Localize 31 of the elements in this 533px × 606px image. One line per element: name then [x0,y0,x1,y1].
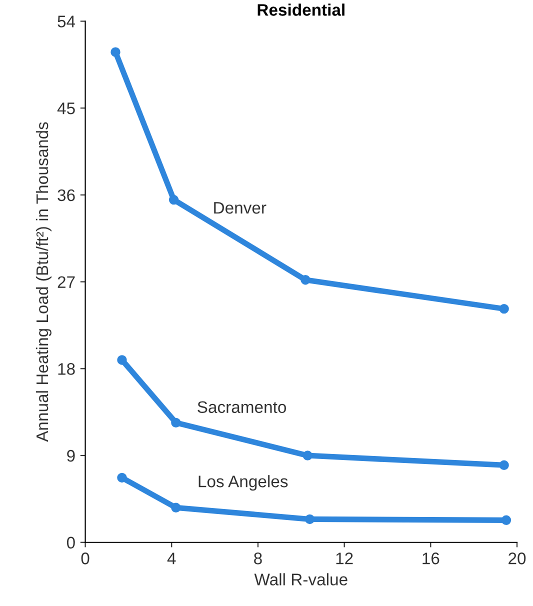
x-tick-label: 0 [81,552,90,564]
y-tick-label: 18 [58,363,75,375]
point [117,472,127,483]
x-tick-label: 12 [336,552,353,564]
point [304,514,315,524]
series-label: Los Angeles [198,475,288,491]
point [117,355,127,365]
series-label: Sacramento [198,401,286,414]
point [499,304,509,314]
y-tick-label: 54 [58,16,76,28]
y-tick-label: 36 [58,189,75,202]
y-tick-label: 9 [67,450,75,462]
x-tick-label: 16 [422,552,440,564]
y-tick-label: 27 [58,276,75,288]
point [168,194,179,205]
point [171,502,181,512]
chart-title: Residential [258,4,344,16]
x-tick-label: 4 [167,552,176,564]
y-tick-label: 0 [66,536,75,549]
x-axis-title: Wall R-value [254,573,348,586]
point [171,418,181,428]
point [302,450,312,460]
point [110,47,120,57]
point [300,275,310,285]
series-label: Denver [214,202,266,214]
point [499,460,509,470]
point [501,515,512,526]
y-axis-title: Annual Heating Load (Btu/ft²) in Thousands [36,122,52,442]
x-tick-label: 20 [508,552,526,564]
y-tick-label: 45 [57,102,75,114]
x-tick-label: 8 [254,552,262,564]
